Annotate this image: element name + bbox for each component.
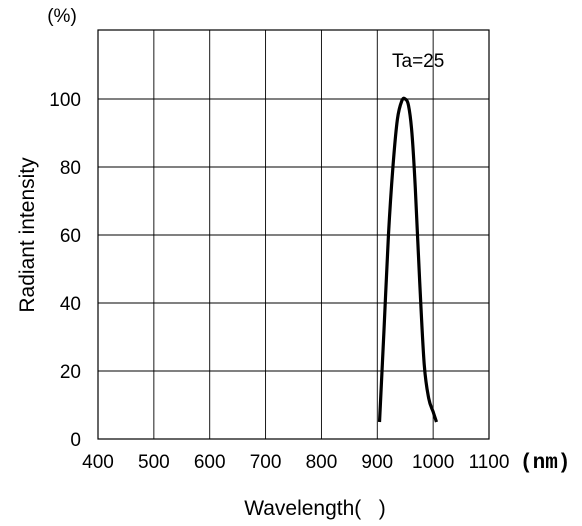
temperature-annotation: Ta=25 (392, 51, 444, 72)
x-tick-label: 600 (194, 452, 226, 473)
x-tick-label: 900 (361, 452, 393, 473)
x-tick-label: 1100 (469, 452, 510, 473)
y-tick-label: 20 (60, 362, 81, 383)
x-tick-label: 700 (250, 452, 282, 473)
series-layer (380, 98, 437, 422)
x-tick-label: 800 (306, 452, 338, 473)
x-axis-title: Wavelength( ) (244, 497, 386, 520)
y-tick-label: 40 (60, 294, 81, 315)
y-tick-label: 60 (60, 226, 81, 247)
plot-frame (98, 30, 489, 439)
x-tick-label: 500 (138, 452, 170, 473)
y-tick-label: 0 (70, 430, 81, 451)
spectrum-curve (380, 98, 437, 422)
x-unit-label: (nm) (520, 452, 570, 475)
x-tick-label: 1000 (412, 452, 454, 473)
x-tick-label: 400 (82, 452, 114, 473)
y-tick-label: 80 (60, 158, 81, 179)
y-tick-labels: 0 20 40 60 80 100 (49, 90, 81, 451)
y-axis-title: Radiant intensity (16, 157, 39, 313)
grid (98, 30, 489, 439)
y-tick-label: 100 (49, 90, 81, 111)
y-unit-label: (%) (47, 6, 77, 27)
x-tick-labels: 400 500 600 700 800 900 1000 1100 (82, 452, 509, 473)
